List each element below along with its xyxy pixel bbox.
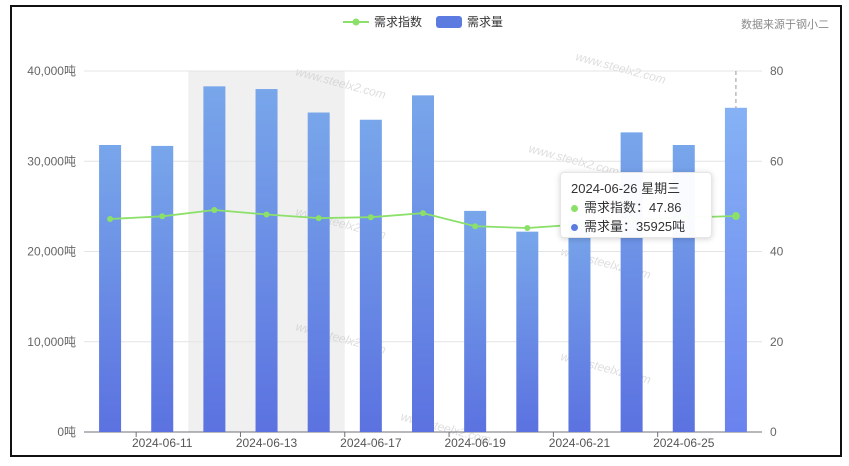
x-tick-label: 2024-06-17 xyxy=(340,436,402,450)
point-demand-index[interactable] xyxy=(524,225,531,232)
x-tick-label: 2024-06-11 xyxy=(132,436,193,450)
x-tick-label: 2024-06-13 xyxy=(236,436,298,450)
y-left-tick-label: 10,000吨 xyxy=(27,335,76,349)
point-demand-index[interactable] xyxy=(367,214,374,221)
tooltip-line-dot xyxy=(571,205,578,213)
point-demand-index[interactable] xyxy=(211,206,218,213)
bar-demand-volume[interactable] xyxy=(412,95,434,433)
bar-demand-volume[interactable] xyxy=(464,210,487,432)
tooltip-line-row: 需求指数：47.86 xyxy=(571,198,701,217)
point-demand-index[interactable] xyxy=(420,210,426,217)
y-right-tick-label: 20 xyxy=(770,335,784,349)
y-left-tick-label: 40,000吨 xyxy=(27,64,76,78)
tooltip-title: 2024-06-26 星期三 xyxy=(571,181,681,196)
y-right-tick-label: 80 xyxy=(770,64,784,78)
y-left-tick-label: 30,000吨 xyxy=(27,154,76,168)
point-demand-index[interactable] xyxy=(315,215,322,222)
legend-bar-swatch[interactable] xyxy=(436,16,462,28)
tooltip-bar-dot xyxy=(571,224,578,232)
tooltip-bar-text: 需求量：35925吨 xyxy=(584,219,686,234)
legend-bar-label[interactable]: 需求量 xyxy=(467,15,503,29)
bar-demand-volume[interactable] xyxy=(99,145,122,432)
x-tick-label: 2024-06-25 xyxy=(653,436,715,450)
bar-demand-volume[interactable] xyxy=(151,145,174,432)
legend-line-swatch-dot xyxy=(352,18,360,26)
point-demand-index[interactable] xyxy=(731,212,740,221)
point-demand-index[interactable] xyxy=(472,223,479,230)
bar-demand-volume[interactable] xyxy=(568,219,591,432)
point-demand-index[interactable] xyxy=(159,213,166,220)
tooltip-bar-row: 需求量：35925吨 xyxy=(571,217,701,236)
source-note: 数据来源于钢小二 xyxy=(741,19,829,31)
bar-demand-volume[interactable] xyxy=(255,89,278,433)
x-tick-label: 2024-06-19 xyxy=(444,436,506,450)
legend-line-label[interactable]: 需求指数 xyxy=(374,14,422,29)
point-demand-index[interactable] xyxy=(263,211,270,218)
bar-demand-volume[interactable] xyxy=(724,107,747,432)
bar-demand-volume[interactable] xyxy=(307,112,330,432)
x-tick-label: 2024-06-21 xyxy=(549,436,611,450)
y-left-tick-label: 0吨 xyxy=(57,425,76,439)
bar-demand-volume[interactable] xyxy=(359,119,382,433)
watermark-text: www.steelx2.com xyxy=(574,49,667,87)
bar-demand-volume[interactable] xyxy=(203,86,226,432)
y-left-tick-label: 20,000吨 xyxy=(27,245,76,259)
legend: 需求指数 需求量 xyxy=(343,14,503,29)
bar-demand-volume[interactable] xyxy=(516,231,539,432)
tooltip: 2024-06-26 星期三 需求指数：47.86 需求量：35925吨 xyxy=(560,172,712,238)
y-right-tick-label: 0 xyxy=(770,425,777,439)
y-right-tick-label: 40 xyxy=(770,245,784,259)
tooltip-line-text: 需求指数：47.86 xyxy=(584,200,682,215)
y-right-tick-label: 60 xyxy=(770,154,784,168)
point-demand-index[interactable] xyxy=(107,216,114,223)
